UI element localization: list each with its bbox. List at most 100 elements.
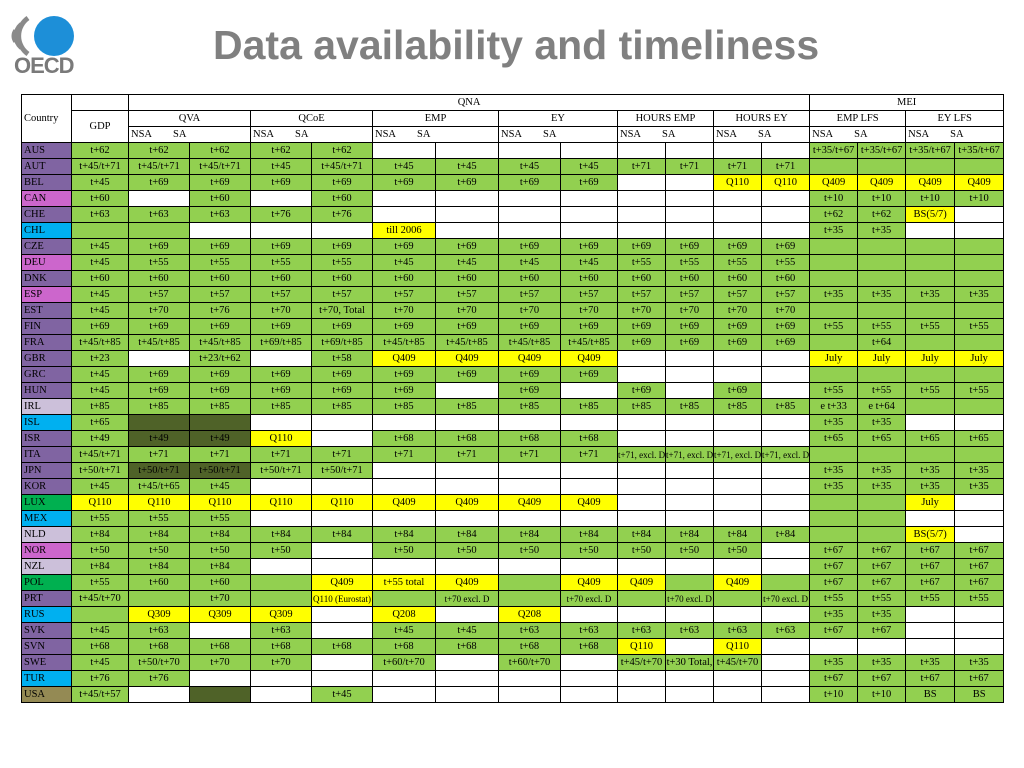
table-cell: t+55: [809, 382, 859, 399]
table-cell: t+55: [905, 382, 956, 399]
table-cell: t+69: [713, 382, 762, 399]
table-cell: t+69: [311, 174, 373, 191]
table-cell: Q409: [560, 494, 618, 511]
table-cell: t+50: [128, 542, 190, 559]
table-cell: t+69: [760, 334, 811, 351]
table-cell: t+45: [435, 254, 499, 271]
table-cell: [250, 574, 312, 591]
table-cell: [809, 366, 859, 383]
table-cell: [311, 510, 373, 527]
table-cell: [498, 222, 561, 239]
table-cell: [665, 670, 714, 687]
table-cell: July: [857, 350, 907, 367]
country-code: ITA: [21, 446, 72, 463]
table-cell: [250, 686, 312, 703]
table-cell: t+50/t+71: [250, 462, 312, 479]
table-cell: [128, 350, 190, 367]
table-cell: [665, 606, 714, 623]
table-cell: [435, 558, 499, 575]
table-cell: t+62: [250, 142, 312, 159]
table-cell: t+57: [250, 286, 312, 303]
table-cell: t+84: [189, 526, 251, 543]
table-cell: [760, 510, 811, 527]
table-cell: t+55: [250, 254, 312, 271]
table-cell: t+69: [713, 334, 762, 351]
table-cell: t+35: [905, 462, 956, 479]
header-nsa: NSA: [716, 128, 738, 140]
table-cell: [71, 606, 129, 623]
table-cell: t+69: [189, 238, 251, 255]
header-group: QCoE: [250, 110, 373, 127]
table-cell: t+45/t+71: [71, 158, 129, 175]
table-cell: [809, 494, 859, 511]
table-cell: Q208: [372, 606, 436, 623]
header-sa: SA: [758, 128, 772, 140]
table-cell: t+45: [189, 478, 251, 495]
table-cell: t+45: [498, 254, 561, 271]
table-cell: t+69: [250, 318, 312, 335]
table-cell: [809, 158, 859, 175]
table-cell: [665, 174, 714, 191]
table-row: LUX Q110 Q110 Q110 Q110 Q110 Q409 Q409 Q409 Q409 J…: [21, 494, 1005, 511]
table-cell: [857, 302, 907, 319]
table-cell: t+45: [71, 238, 129, 255]
table-cell: Q110: [760, 174, 811, 191]
table-cell: Q409: [372, 494, 436, 511]
table-cell: [809, 270, 859, 287]
page-title: Data availability and timeliness: [213, 22, 820, 68]
country-code: CAN: [21, 190, 72, 207]
table-cell: [311, 622, 373, 639]
table-cell: [857, 494, 907, 511]
table-cell: t+55: [713, 254, 762, 271]
oecd-logo: [11, 15, 74, 57]
table-cell: [665, 638, 714, 655]
table-cell: t+69: [498, 174, 561, 191]
table-cell: t+49: [189, 430, 251, 447]
table-cell: t+55: [189, 254, 251, 271]
table-cell: [372, 190, 436, 207]
table-cell: t+63: [617, 622, 666, 639]
table-cell: t+67: [857, 558, 907, 575]
table-cell: t+69: [250, 366, 312, 383]
table-cell: t+68: [189, 638, 251, 655]
table-cell: [498, 190, 561, 207]
table-cell: t+69: [665, 334, 714, 351]
table-cell: t+35: [954, 654, 1005, 671]
table-cell: [560, 382, 618, 399]
table-cell: t+68: [250, 638, 312, 655]
table-cell: t+71: [372, 446, 436, 463]
table-cell: t+45/t+85: [435, 334, 499, 351]
table-cell: [760, 574, 811, 591]
table-cell: [372, 462, 436, 479]
table-cell: [617, 190, 666, 207]
table-cell: t+69: [435, 238, 499, 255]
table-cell: [760, 430, 811, 447]
table-cell: t+45/t+71: [71, 446, 129, 463]
table-cell: Q110: [189, 494, 251, 511]
table-cell: t+55: [954, 382, 1005, 399]
table-cell: t+68: [71, 638, 129, 655]
table-cell: t+65: [809, 430, 859, 447]
table-cell: [498, 478, 561, 495]
table-cell: [760, 350, 811, 367]
table-cell: [760, 478, 811, 495]
table-cell: t+65: [71, 414, 129, 431]
table-cell: t+45/t+70: [713, 654, 762, 671]
table-cell: t+60: [435, 270, 499, 287]
table-cell: t+50: [713, 542, 762, 559]
table-cell: t+50: [71, 542, 129, 559]
table-cell: [809, 526, 859, 543]
table-cell: t+35: [905, 654, 956, 671]
table-cell: t+69: [665, 318, 714, 335]
table-cell: t+69: [560, 366, 618, 383]
table-cell: [954, 334, 1005, 351]
table-cell: [617, 142, 666, 159]
table-cell: [250, 190, 312, 207]
country-code: POL: [21, 574, 72, 591]
table-cell: t+76: [311, 206, 373, 223]
country-code: RUS: [21, 606, 72, 623]
table-cell: [665, 382, 714, 399]
country-code: NOR: [21, 542, 72, 559]
table-cell: BS: [905, 686, 956, 703]
table-cell: t+85: [372, 398, 436, 415]
